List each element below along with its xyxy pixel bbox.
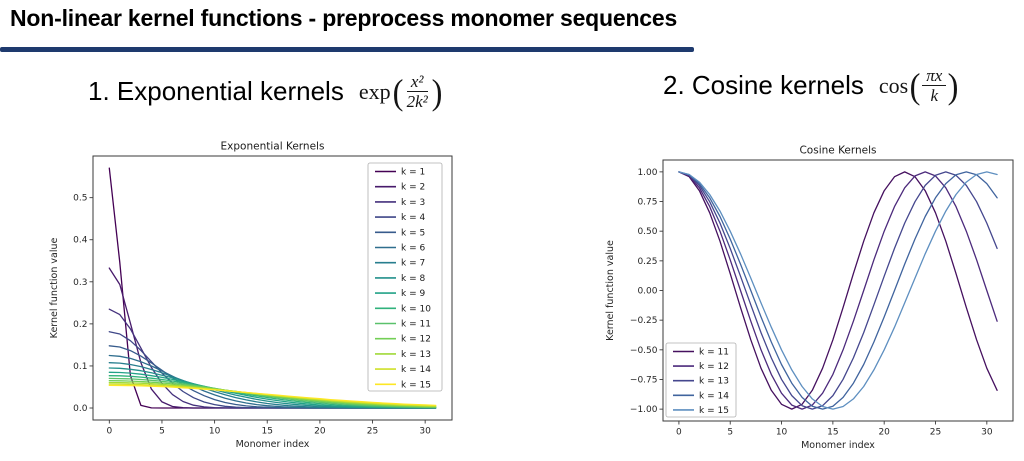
y-tick-label: 0.5 (73, 194, 87, 204)
legend-label: k = 11 (401, 320, 431, 330)
x-tick-label: 10 (209, 427, 221, 437)
exponential-formula: exp(x² 2k²) (359, 72, 444, 111)
y-tick-label: 0.4 (73, 236, 88, 246)
formula-numerator: x² (406, 72, 428, 93)
y-axis-label: Kernel function value (605, 240, 616, 341)
formula-fraction: πx k (922, 66, 947, 106)
formula-function-name: exp (358, 78, 391, 104)
cosine-formula: cos(πx k) (879, 66, 960, 105)
section-heading-text: 2. Cosine kernels (663, 70, 864, 101)
formula-function-name: cos (878, 72, 909, 98)
chart-title: Exponential Kernels (221, 141, 325, 153)
formula-numerator: πx (922, 66, 947, 87)
chart-title: Cosine Kernels (799, 145, 876, 157)
series-line-k=14 (678, 171, 998, 410)
legend-label: k = 6 (401, 244, 425, 254)
x-tick-label: 15 (262, 427, 273, 437)
legend-label: k = 9 (401, 289, 425, 299)
legend-label: k = 1 (401, 168, 425, 178)
y-tick-label: 0.3 (73, 278, 87, 288)
x-tick-label: 10 (776, 428, 788, 438)
x-tick-label: 5 (159, 427, 165, 437)
formula-right-paren: ) (947, 65, 959, 106)
x-tick-label: 25 (367, 427, 378, 437)
series-line-k=15 (108, 384, 437, 407)
legend-label: k = 15 (699, 406, 729, 416)
title-underline (0, 47, 694, 52)
series-line-k=11 (678, 171, 998, 410)
x-tick-label: 15 (827, 428, 838, 438)
x-axis-label: Monomer index (236, 439, 310, 450)
y-tick-label: −1.00 (630, 405, 658, 415)
x-tick-label: 30 (981, 428, 993, 438)
y-tick-label: 1.00 (637, 168, 657, 178)
series-line-k=15 (678, 171, 998, 410)
y-tick-label: 0.00 (637, 287, 657, 297)
series-line-k=11 (108, 377, 437, 409)
y-axis-label: Kernel function value (49, 238, 60, 339)
section-heading-exponential: 1. Exponential kernels exp(x² 2k²) (88, 72, 444, 111)
exponential-kernels-chart: 0 5 10 15 20 25 30 0.0 0.1 0.2 0.3 0.4 0.5 Exponentia… (49, 141, 453, 450)
legend-label: k = 14 (699, 391, 729, 401)
legend-label: k = 15 (401, 380, 431, 390)
x-tick-label: 25 (930, 428, 941, 438)
legend-label: k = 12 (401, 335, 431, 345)
legend-label: k = 11 (699, 348, 729, 358)
y-tick-label: 0.50 (637, 227, 657, 237)
formula-left-paren: ( (392, 71, 403, 112)
y-tick-label: −0.75 (630, 375, 658, 385)
legend-label: k = 13 (699, 377, 729, 387)
legend-label: k = 4 (401, 213, 425, 223)
legend-label: k = 5 (401, 228, 425, 238)
legend-box (665, 342, 737, 418)
legend-box (367, 162, 443, 392)
legend-label: k = 12 (699, 362, 729, 372)
formula-denominator: k (930, 86, 939, 106)
y-tick-label: −0.50 (630, 346, 658, 356)
formula-fraction: x² 2k² (405, 72, 430, 111)
legend-label: k = 13 (401, 350, 431, 360)
legend-label: k = 3 (401, 198, 425, 208)
section-heading-text: 1. Exponential kernels (88, 76, 344, 107)
plot-border (92, 155, 453, 421)
legend-label: k = 10 (401, 304, 431, 314)
y-tick-label: 0.1 (73, 362, 87, 372)
legend-label: k = 7 (401, 259, 425, 269)
cosine-kernels-chart: 0 5 10 15 20 25 30 −1.00 −0.75 −0.50 −0.25 0.00 0.25… (605, 145, 1014, 451)
y-tick-label: 0.0 (73, 404, 88, 414)
formula-denominator: 2k² (406, 92, 428, 112)
formula-left-paren: ( (909, 65, 921, 106)
formula-right-paren: ) (431, 71, 443, 112)
x-tick-label: 0 (106, 427, 112, 437)
legend-label: k = 2 (401, 183, 425, 193)
x-tick-label: 5 (727, 428, 733, 438)
x-tick-label: 20 (878, 428, 890, 438)
y-tick-label: 0.2 (73, 320, 87, 330)
legend-label: k = 8 (401, 274, 425, 284)
slide-title: Non-linear kernel functions - preprocess… (10, 5, 678, 31)
y-tick-label: 0.25 (637, 257, 657, 267)
series-line-k=10 (108, 375, 437, 409)
y-tick-label: 0.75 (637, 198, 657, 208)
x-tick-label: 0 (676, 428, 682, 438)
x-tick-label: 30 (419, 427, 431, 437)
y-tick-label: −0.25 (630, 316, 658, 326)
legend-label: k = 14 (401, 365, 431, 375)
section-heading-cosine: 2. Cosine kernels cos(πx k) (663, 66, 960, 105)
x-tick-label: 20 (314, 427, 326, 437)
series-line-k=13 (678, 171, 998, 410)
x-axis-label: Monomer index (801, 440, 875, 451)
